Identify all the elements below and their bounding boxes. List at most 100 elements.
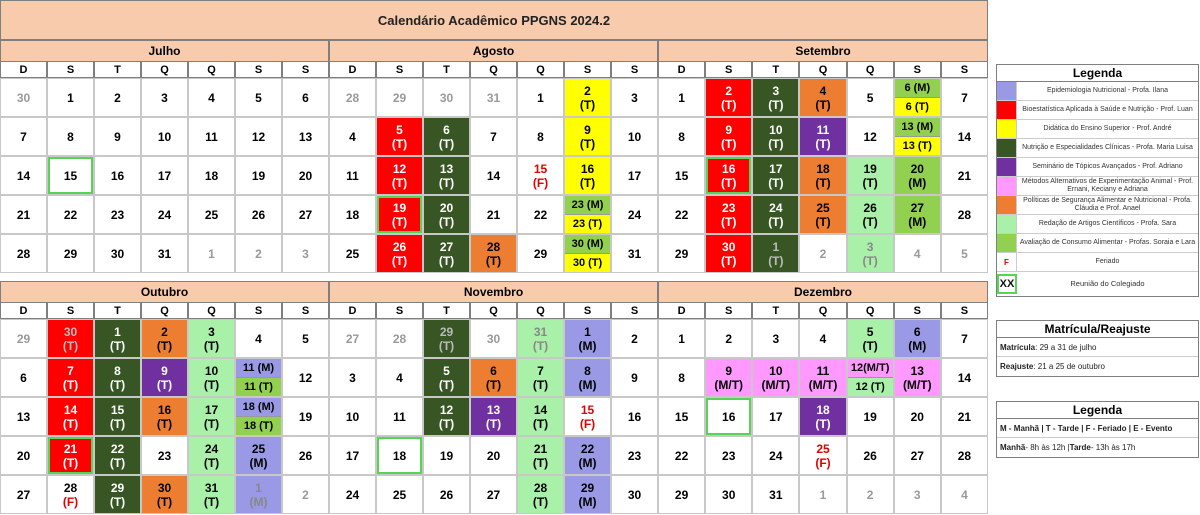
enrollment-row: Matrícula: 29 a 31 de julho [997,338,1198,357]
day-number: 4 [961,487,968,502]
weekday-header: S [564,62,611,78]
day-cell: 10 [329,397,376,436]
legend-label: Políticas de Segurança Alimentar e Nutri… [1023,197,1192,212]
day-cell: 12(M/T) 12 (T) [846,358,894,397]
day-shift: (M/T) [761,377,791,392]
day-grid: D S T Q Q S S 1 2 3 4 5 (T) 6 (M) 7 8 9 (M/T) 10 (M/T) 11 (M/T… [658,303,988,514]
day-shift: (F) [532,175,549,190]
day-content: 25 [330,235,375,272]
adjustment-label: Reajuste [1000,362,1034,371]
day-cell: 12 (T) [423,397,470,436]
day-content: 15 (F) [565,398,610,435]
day-cell: 25 (F) [799,436,847,475]
day-cell: 12 [235,117,282,156]
day-number: 23 [627,448,642,463]
day-cell: 4 (T) [799,78,847,117]
day-cell: 7 [940,319,988,358]
day-cell: 16 (T) [564,156,611,195]
day-cell: 3 (T) [846,234,894,273]
day-cell: 18 (T) [799,397,847,436]
day-number: 1 [255,480,262,495]
day-cell: 14 [0,156,47,195]
day-number: 2 [114,90,121,105]
day-number: 27 [910,448,924,463]
weekday-header: D [658,62,706,78]
day-number: 19 [439,448,454,463]
month-dezembro: Dezembro D S T Q Q S S 1 2 3 4 5 (T) 6 (M) 7 8 9 (M/T) 10 (M/… [658,281,988,514]
day-cell: 9 (M/T) [705,358,753,397]
day-content: 11 [377,398,422,435]
day-number: 7 [490,129,497,144]
day-number: 17 [769,161,783,176]
weekday-header: D [658,303,706,319]
day-content: 29 [48,235,93,272]
day-content: 30 (T) [706,235,751,272]
day-number: 4 [396,370,403,385]
day-cell: 14 [940,358,988,397]
day-cell: 15 (F) [517,156,564,195]
day-number: 2 [302,487,309,502]
day-shift: (T) [438,214,455,229]
day-number: 4 [913,246,921,261]
day-content: 21 [942,398,987,435]
day-content: 29 (M) [565,476,610,513]
day-number: 19 [251,168,266,183]
day-content: 28 (T) [471,235,516,272]
day-content: 21 (T) [518,437,563,474]
day-cell: 10 (T) [188,358,235,397]
day-content: 4 [330,118,375,155]
day-cell: 21 [940,397,988,436]
day-number: 25 [816,441,830,456]
day-content: 24 [753,437,798,474]
day-number: 13 [16,409,31,424]
day-number: 9 [725,363,733,378]
day-cell: 5 (T) [376,117,423,156]
day-content: 1 (T) [95,320,140,357]
day-cell: 29 [0,319,47,358]
day-number: 21 [533,441,548,456]
day-number: 2 [584,83,591,98]
day-cell: 22 [658,436,706,475]
day-content: 3 [142,79,187,116]
morning-hours: - 8h às 12h | [1025,443,1070,452]
day-shift: (M/T) [902,377,932,392]
day-cell: 16 [705,397,753,436]
day-cell: 10 (M/T) [752,358,800,397]
day-content: 2 (T) [142,320,187,357]
day-content: 16 [612,398,657,435]
day-number: 19 [863,409,877,424]
day-cell: 2 [611,319,658,358]
day-content: 17 [142,157,187,194]
day-content: 28 [377,320,422,357]
weekday-header: T [423,303,470,319]
day-number: 8 [584,363,591,378]
day-number: 21 [16,207,31,222]
day-content: 11 (M/T) [800,359,845,396]
day-number: 20 [910,409,924,424]
day-cell: 6 (T) [470,358,517,397]
day-cell: 1 [47,78,94,117]
day-content: 10 [330,398,375,435]
day-number: 6 [443,122,450,137]
day-number: 1 [67,90,74,105]
day-cell: 24 [329,475,376,514]
day-content: 30 [471,320,516,357]
day-number: 14 [957,370,972,385]
weekday-header: S [705,62,753,78]
day-shift: (T) [579,175,596,190]
day-cell: 10 (T) [752,117,800,156]
day-half-slot: 23 (T) [565,214,610,233]
day-number: 23 [157,448,172,463]
weekday-header: S [893,303,941,319]
day-cell: 18 (T) [799,156,847,195]
day-number: 30 [627,487,642,502]
day-number: 3 [631,90,638,105]
day-content: 7 [471,118,516,155]
day-shift: (T) [109,338,126,353]
day-content: 19 (T) [848,157,893,194]
day-cell: 22 [658,195,706,234]
afternoon-hours: - 13h às 17h [1090,443,1136,452]
day-cell: 29 (T) [94,475,141,514]
day-number: 20 [486,448,501,463]
day-content: 11 (T) [800,118,845,155]
